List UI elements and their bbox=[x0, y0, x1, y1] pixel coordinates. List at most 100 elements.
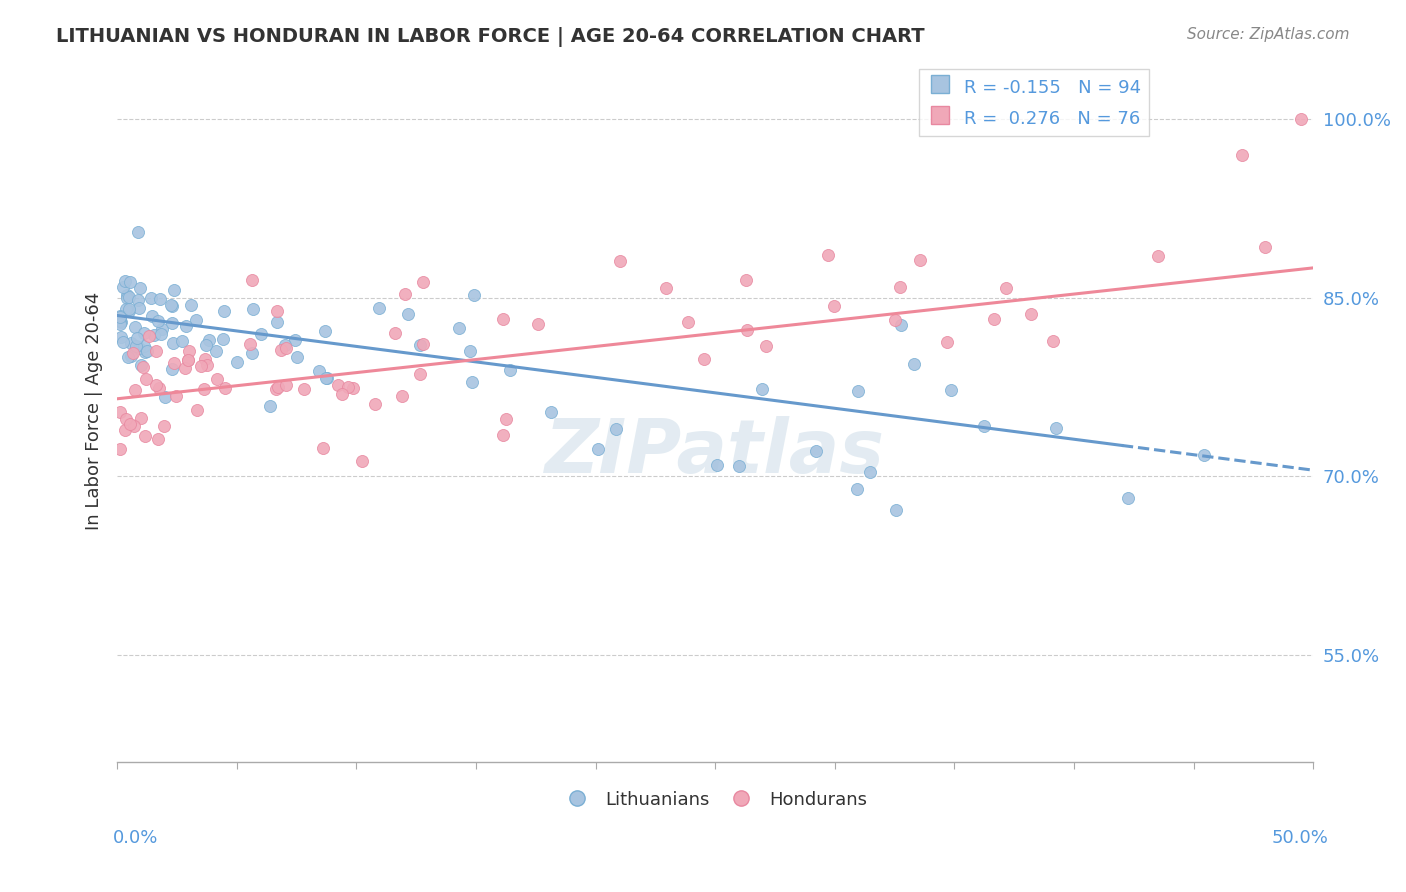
Point bbox=[129, 410, 152, 425]
Point bbox=[350, 454, 373, 468]
Point bbox=[264, 382, 287, 396]
Point bbox=[153, 390, 176, 404]
Point bbox=[149, 292, 172, 306]
Point bbox=[146, 432, 169, 446]
Point bbox=[495, 411, 517, 425]
Point bbox=[129, 358, 152, 372]
Point bbox=[150, 326, 173, 341]
Point bbox=[153, 419, 176, 434]
Point bbox=[117, 351, 139, 365]
Point bbox=[391, 389, 413, 403]
Point bbox=[160, 361, 183, 376]
Point bbox=[409, 338, 432, 352]
Point bbox=[148, 381, 170, 395]
Point bbox=[142, 328, 165, 343]
Point bbox=[205, 372, 228, 386]
Point bbox=[112, 279, 135, 293]
Point bbox=[160, 317, 183, 331]
Point bbox=[367, 301, 389, 316]
Point bbox=[117, 291, 139, 305]
Point bbox=[1291, 112, 1313, 127]
Point bbox=[889, 280, 911, 294]
Point bbox=[939, 383, 962, 397]
Point bbox=[118, 417, 141, 431]
Point bbox=[120, 275, 142, 289]
Point bbox=[458, 343, 481, 358]
Point bbox=[396, 307, 419, 321]
Point bbox=[492, 312, 515, 326]
Text: 0.0%: 0.0% bbox=[112, 829, 157, 847]
Point bbox=[936, 335, 959, 350]
Point bbox=[128, 281, 150, 295]
Point bbox=[195, 338, 218, 352]
Point bbox=[274, 341, 297, 355]
Point bbox=[326, 378, 349, 392]
Point bbox=[134, 429, 156, 443]
Point bbox=[211, 332, 233, 346]
Point bbox=[121, 345, 143, 359]
Point bbox=[160, 298, 183, 312]
Point bbox=[108, 442, 131, 456]
Point bbox=[817, 248, 839, 262]
Point bbox=[846, 384, 869, 398]
Point bbox=[806, 444, 828, 458]
Point bbox=[121, 335, 143, 350]
Point bbox=[1146, 249, 1168, 263]
Point bbox=[384, 326, 406, 340]
Point bbox=[114, 275, 136, 289]
Point bbox=[408, 367, 430, 381]
Point bbox=[884, 313, 907, 327]
Point bbox=[609, 253, 631, 268]
Point bbox=[214, 381, 236, 395]
Point bbox=[118, 303, 141, 318]
Point bbox=[190, 359, 212, 373]
Point bbox=[447, 321, 470, 335]
Point bbox=[910, 253, 932, 268]
Point bbox=[122, 419, 145, 434]
Point bbox=[884, 503, 907, 517]
Point bbox=[163, 356, 186, 370]
Point bbox=[461, 375, 484, 389]
Point bbox=[678, 315, 700, 329]
Point bbox=[135, 343, 157, 358]
Point bbox=[735, 323, 758, 337]
Point bbox=[755, 339, 778, 353]
Point bbox=[540, 405, 562, 419]
Point bbox=[108, 314, 131, 328]
Point bbox=[160, 299, 183, 313]
Point bbox=[127, 293, 149, 307]
Point bbox=[118, 302, 141, 317]
Point bbox=[239, 337, 262, 351]
Point bbox=[693, 351, 716, 366]
Point bbox=[226, 355, 249, 369]
Point bbox=[108, 309, 131, 323]
Point bbox=[163, 284, 186, 298]
Point bbox=[114, 412, 136, 426]
Point bbox=[127, 225, 149, 239]
Text: LITHUANIAN VS HONDURAN IN LABOR FORCE | AGE 20-64 CORRELATION CHART: LITHUANIAN VS HONDURAN IN LABOR FORCE | … bbox=[56, 27, 925, 46]
Point bbox=[174, 360, 197, 375]
Point bbox=[139, 292, 162, 306]
Point bbox=[110, 315, 132, 329]
Legend: Lithuanians, Hondurans: Lithuanians, Hondurans bbox=[557, 783, 875, 816]
Point bbox=[735, 273, 758, 287]
Point bbox=[308, 364, 330, 378]
Text: 50.0%: 50.0% bbox=[1272, 829, 1329, 847]
Point bbox=[125, 331, 148, 345]
Point bbox=[274, 338, 297, 352]
Point bbox=[655, 281, 678, 295]
Point bbox=[162, 336, 184, 351]
Point bbox=[117, 287, 139, 301]
Point bbox=[128, 301, 150, 315]
Point bbox=[858, 466, 880, 480]
Point bbox=[120, 349, 142, 363]
Point bbox=[364, 397, 387, 411]
Point bbox=[292, 382, 315, 396]
Point bbox=[266, 304, 288, 318]
Point bbox=[412, 275, 434, 289]
Point bbox=[176, 352, 198, 367]
Point bbox=[315, 371, 337, 385]
Point bbox=[177, 353, 200, 368]
Point bbox=[342, 381, 364, 395]
Point bbox=[180, 298, 202, 312]
